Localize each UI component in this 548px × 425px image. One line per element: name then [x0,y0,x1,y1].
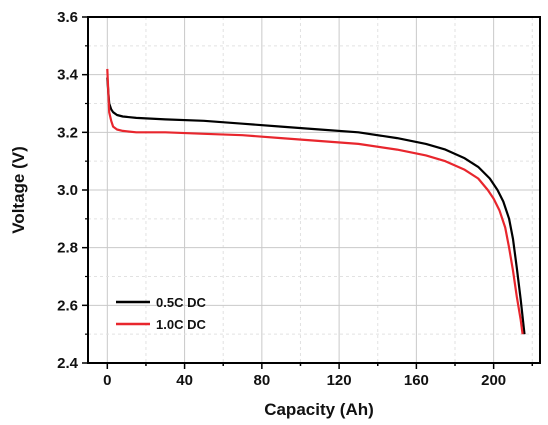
grid [88,17,540,363]
x-tick-label: 120 [327,372,352,389]
x-tick-label: 160 [404,372,429,389]
y-tick-label: 3.2 [57,124,78,141]
x-tick-label: 80 [254,372,271,389]
legend-label: 0.5C DC [156,295,206,310]
y-tick-label: 3.4 [57,67,79,84]
y-tick-label: 2.4 [57,355,79,372]
series-lines [106,68,526,335]
x-axis-title: Capacity (Ah) [264,400,374,419]
legend: 0.5C DC 1.0C DC [116,295,206,332]
y-tick-label: 3.6 [57,9,78,26]
y-tick-label: 2.6 [57,297,78,314]
axis-ticks [82,16,534,369]
y-tick-label: 2.8 [57,240,78,257]
y-tick-label: 3.0 [57,182,78,199]
x-tick-label: 200 [481,372,506,389]
x-tick-label: 40 [176,372,193,389]
series-line-half-c [106,77,526,335]
x-tick-label: 0 [103,372,111,389]
series-line-one-c [106,68,524,335]
y-axis-title: Voltage (V) [9,146,28,234]
axis-tick-labels: 0 40 80 120 160 200 2.4 2.6 2.8 3.0 3.2 3.4 3.6 [57,9,506,389]
legend-label: 1.0C DC [156,317,206,332]
